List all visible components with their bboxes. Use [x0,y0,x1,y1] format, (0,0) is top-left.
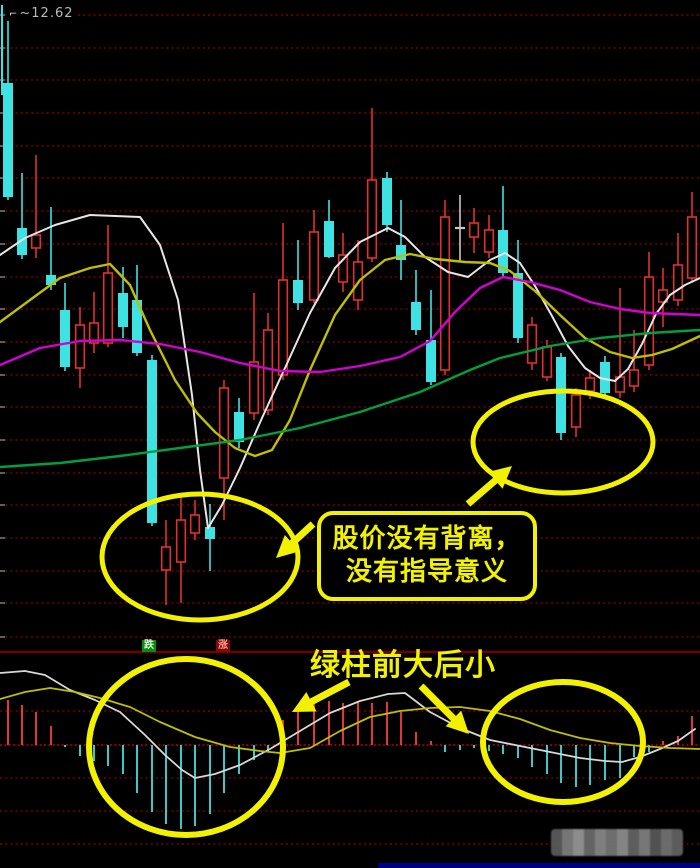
candle-down-body [3,83,13,197]
candle-up-body [439,216,451,371]
candle-up-body [175,519,187,563]
candle-up-body [74,324,86,369]
candle-down-body [411,302,421,330]
candle-up-body [88,322,100,344]
candle-down-body [513,273,523,338]
candle-down-body [556,357,566,433]
arrow-to-ellipse-1-head [276,535,300,558]
ellipse-macd-green-1 [86,656,286,838]
ma-longest-green [0,328,700,469]
candle-down-body [382,178,392,225]
candle-up-body [686,216,698,279]
signal-badge-up: 涨 [216,640,230,652]
candle-up-body [218,387,230,479]
candle-up-body [584,377,596,392]
candle-down-body [293,280,303,303]
arrow-to-ellipse-1-shaft [286,521,316,550]
ma-short-white [0,214,700,529]
candle-up-body [160,546,172,571]
candle-down-body [324,221,334,257]
annotation-callout-line1: 股价没有背离， [332,524,522,554]
candle-up-body [189,514,201,534]
candle-up-body [30,234,42,249]
arrow-to-ellipse-4-shaft [418,683,460,725]
candle-down-body [17,228,27,255]
candle-down-body [498,230,508,273]
macd-dif-line [0,670,696,779]
candle-up-body [308,231,320,301]
candle-down-body [396,245,406,260]
ellipse-price-low-2 [470,388,656,496]
arrow-to-ellipse-3-shaft [305,678,351,708]
candle-down-body [46,275,56,285]
candle-down-body [147,360,157,523]
candle-down-body [234,412,244,442]
arrow-to-ellipse-3-head [292,692,317,712]
candle-up-body [672,264,684,301]
candle-down-body [118,293,128,327]
candle-down-body [60,310,70,367]
candle-up-body [526,324,538,364]
candle-up-body [277,279,289,376]
candle-down-body [600,362,610,393]
ma-long-magenta [0,275,700,374]
candle-up-body [657,289,669,303]
signal-badge-down: 跌 [142,640,156,652]
candle-up-body [248,361,260,414]
arrow-to-ellipse-4-head [445,710,469,734]
macd-dea-line [0,687,700,754]
candle-up-body [468,222,480,238]
annotation-macd-label: 绿柱前大后小 [310,648,496,683]
candle-up-body [102,272,114,344]
ellipse-macd-green-2 [480,679,646,805]
candle-up-body [337,254,349,283]
candle-up-body [628,369,640,387]
annotation-callout-box: 股价没有背离， 没有指导意义 [317,511,537,601]
candle-down-body [426,340,436,382]
candle-down-body [132,300,142,353]
arrow-to-ellipse-2-head [488,466,512,489]
annotation-callout-line2: 没有指导意义 [345,557,508,587]
candle-up-body [366,179,378,259]
high-price-marker: ~12.62 [6,6,77,21]
ellipse-price-low-1 [99,491,301,623]
candle-up-body [541,346,553,378]
candle-down-body [205,527,215,539]
arrow-to-ellipse-2-shaft [465,474,502,507]
blurred-watermark [551,829,683,856]
candle-up-body [570,394,582,428]
candle-up-body [483,229,495,253]
ma-mid-yellow [0,252,700,458]
window-bottom-edge [378,863,700,868]
